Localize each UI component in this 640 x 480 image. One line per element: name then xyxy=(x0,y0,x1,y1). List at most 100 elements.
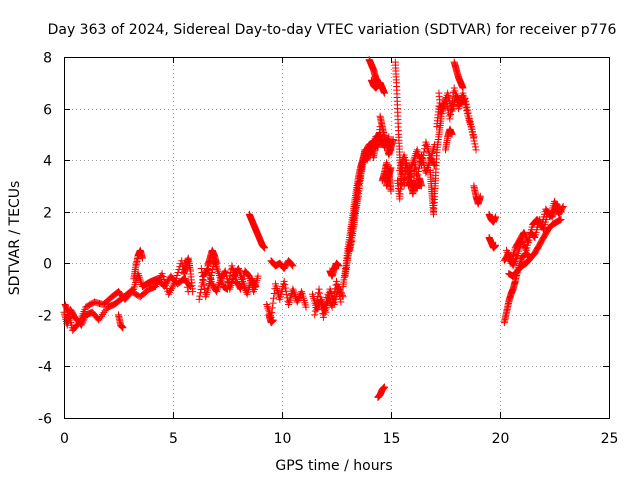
data-point xyxy=(418,158,426,166)
data-point xyxy=(269,299,277,307)
data-point xyxy=(408,162,416,170)
data-point xyxy=(224,282,232,290)
data-point xyxy=(172,274,180,282)
data-point xyxy=(462,104,470,112)
data-point xyxy=(294,296,302,304)
y-tick-label: 2 xyxy=(43,206,52,222)
data-point xyxy=(419,155,427,163)
data-point xyxy=(445,112,453,120)
data-point xyxy=(451,87,459,95)
data-point xyxy=(559,204,567,212)
data-point xyxy=(537,222,545,230)
data-point xyxy=(471,140,479,148)
data-point xyxy=(335,289,343,297)
data-point xyxy=(337,298,345,306)
data-point xyxy=(333,280,341,288)
data-point xyxy=(199,277,207,285)
data-point xyxy=(522,233,530,241)
data-point xyxy=(557,215,565,223)
data-point xyxy=(196,292,204,300)
data-point xyxy=(197,264,205,272)
plot-frame xyxy=(64,57,610,419)
data-point xyxy=(263,302,271,310)
data-point xyxy=(442,94,449,102)
data-point xyxy=(414,171,422,179)
data-point xyxy=(171,277,179,285)
data-point xyxy=(162,281,170,289)
data-point xyxy=(282,287,290,295)
chart-title: Day 363 of 2024, Sidereal Day-to-day VTE… xyxy=(48,22,617,38)
data-point xyxy=(119,324,127,332)
data-point xyxy=(295,294,303,302)
data-point xyxy=(319,313,327,321)
data-point xyxy=(443,100,451,108)
data-point xyxy=(447,106,455,114)
data-point xyxy=(321,303,329,311)
data-point xyxy=(442,97,450,105)
data-point xyxy=(378,84,386,92)
data-point xyxy=(476,192,484,200)
data-point xyxy=(183,283,191,291)
data-point xyxy=(334,286,342,294)
y-tick-label: -4 xyxy=(38,360,52,376)
data-point xyxy=(160,275,168,283)
data-point xyxy=(492,241,500,249)
data-point xyxy=(311,307,319,315)
data-point xyxy=(389,136,397,144)
data-point xyxy=(380,383,388,391)
y-tick-label: 6 xyxy=(43,103,52,119)
data-point xyxy=(328,303,336,311)
data-point xyxy=(418,161,426,169)
data-point xyxy=(329,296,337,304)
axis-ticks: 0 5 10 15 20 25 -6 -4 -2 0 2 4 6 8 xyxy=(38,51,618,448)
data-point xyxy=(470,137,478,145)
data-point xyxy=(318,301,326,309)
data-point xyxy=(281,284,289,292)
data-point xyxy=(280,277,288,285)
data-point xyxy=(524,237,532,245)
data-point xyxy=(522,245,530,253)
data-point xyxy=(419,151,427,159)
data-point xyxy=(312,303,320,311)
data-point xyxy=(313,300,321,308)
data-point xyxy=(471,143,479,151)
data-point xyxy=(268,304,276,312)
data-point xyxy=(283,291,291,299)
data-point xyxy=(329,299,337,307)
data-point xyxy=(334,283,342,291)
y-axis-label: SDTVAR / TECUs xyxy=(7,181,23,296)
data-point xyxy=(448,102,456,110)
x-tick-label: 15 xyxy=(383,431,401,447)
data-series xyxy=(60,56,567,401)
data-point xyxy=(408,160,416,168)
x-tick-label: 10 xyxy=(274,431,292,447)
data-point xyxy=(472,146,480,154)
data-point xyxy=(263,301,271,309)
data-point xyxy=(520,240,528,248)
data-point xyxy=(226,272,234,280)
data-point xyxy=(409,157,417,165)
y-tick-label: 4 xyxy=(43,154,52,170)
data-point xyxy=(406,165,414,173)
data-point xyxy=(269,316,277,324)
data-point xyxy=(520,228,528,236)
data-point xyxy=(452,93,460,101)
data-point xyxy=(225,275,233,283)
data-point xyxy=(450,84,458,92)
data-point xyxy=(261,244,269,252)
data-point xyxy=(178,257,186,265)
data-point xyxy=(469,131,477,139)
y-tick-label: -2 xyxy=(38,309,52,325)
data-point xyxy=(418,182,426,190)
x-axis-label: GPS time / hours xyxy=(275,458,392,474)
data-point xyxy=(335,262,343,270)
x-tick-label: 0 xyxy=(60,431,69,447)
data-point xyxy=(468,125,476,133)
data-point xyxy=(460,92,468,100)
data-point xyxy=(207,271,215,279)
data-point xyxy=(221,268,229,276)
data-point xyxy=(159,273,167,281)
data-point xyxy=(461,98,469,106)
data-point xyxy=(289,262,297,270)
